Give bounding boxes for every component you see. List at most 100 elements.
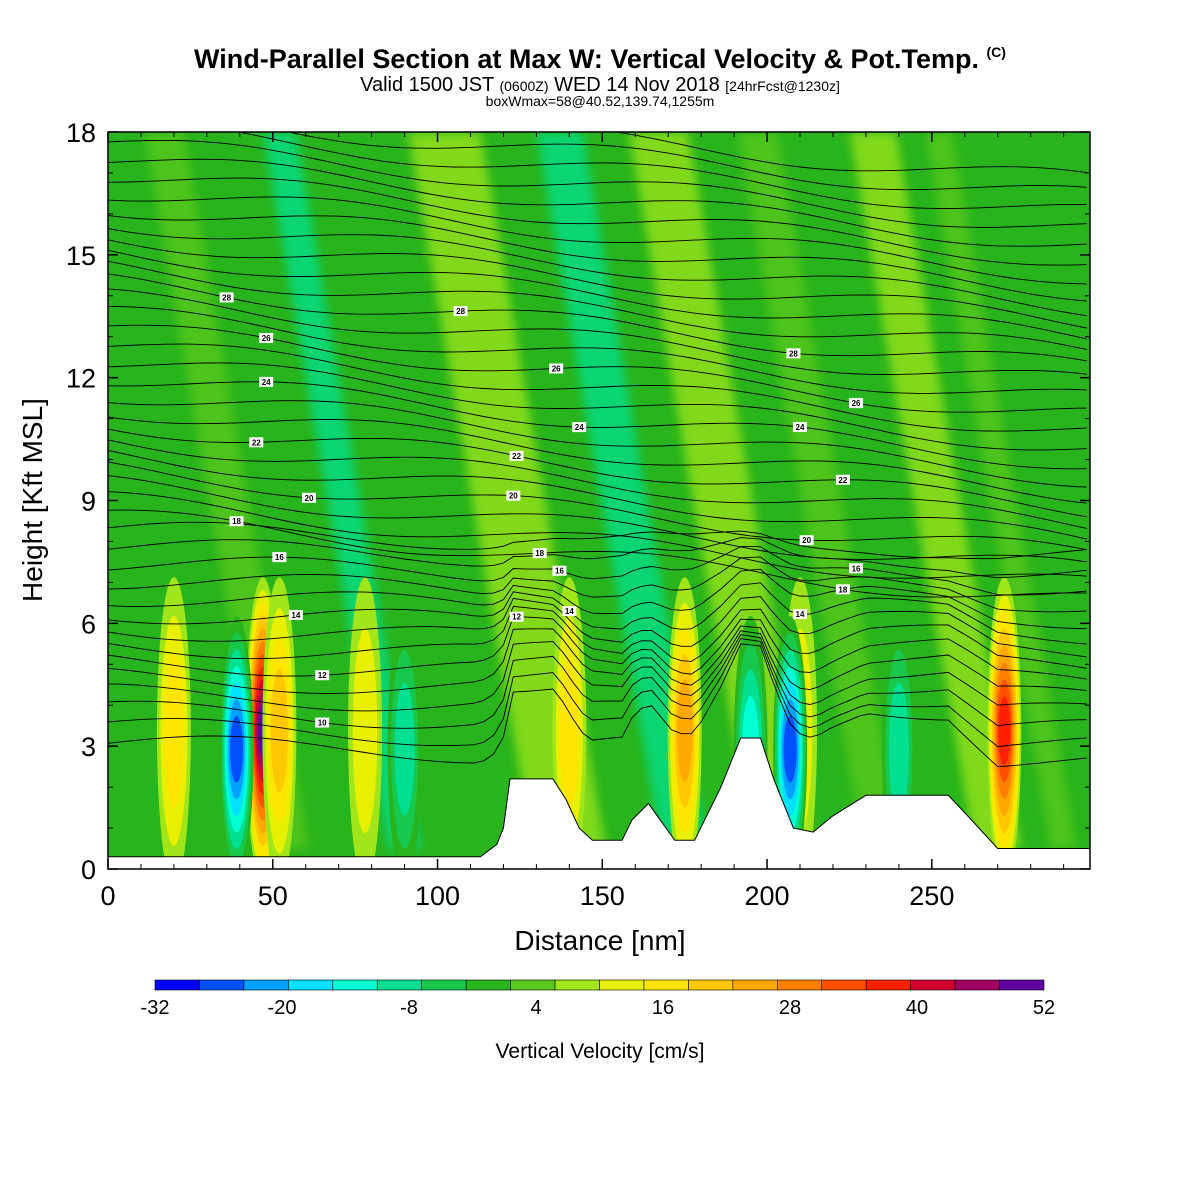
contour-label: 26 — [549, 363, 564, 374]
colorbar-tick-label: 16 — [652, 997, 674, 1019]
theta-contour-line — [108, 416, 1087, 504]
contour-label: 16 — [272, 552, 287, 563]
field-band — [536, 132, 708, 849]
theta-contour-line — [108, 461, 1087, 551]
contour-label: 28 — [786, 348, 801, 359]
y-tick-label: 9 — [81, 487, 96, 517]
field-band — [925, 132, 1077, 849]
theta-contour-line — [108, 288, 1087, 375]
contour-label: 24 — [259, 376, 274, 387]
theta-contour-line — [108, 362, 1087, 451]
contour-label: 28 — [219, 292, 234, 303]
contour-label: 22 — [835, 474, 850, 485]
contour-label-text: 28 — [222, 293, 231, 302]
contour-label-text: 12 — [512, 613, 521, 622]
theta-contour-line — [108, 449, 1087, 540]
theta-contour-line — [108, 638, 1087, 748]
x-tick-label: 250 — [909, 881, 954, 911]
contour-label: 28 — [453, 306, 468, 317]
updraft-column — [998, 696, 1011, 765]
contour-label-text: 14 — [291, 611, 300, 620]
downdraft-column — [888, 682, 909, 816]
theta-contour-line — [108, 139, 1087, 228]
x-tick-label: 50 — [258, 881, 288, 911]
theta-contour-line — [108, 582, 1087, 645]
x-tick-label: 0 — [100, 881, 115, 911]
contour-label-text: 16 — [555, 567, 564, 576]
theta-contour-line — [108, 634, 1087, 729]
theta-contour-line — [108, 158, 1087, 247]
contour-label: 12 — [315, 670, 330, 681]
theta-contour-line — [286, 132, 1087, 191]
theta-contour-line — [108, 491, 1087, 579]
colorbar-title: Vertical Velocity [cm/s] — [496, 1040, 705, 1063]
theta-contours — [108, 132, 1087, 768]
y-tick-label: 6 — [81, 609, 96, 639]
downdraft-column — [783, 715, 797, 783]
contour-label-text: 16 — [275, 553, 284, 562]
contour-label-text: 26 — [852, 399, 861, 408]
contour-label-text: 24 — [796, 423, 805, 432]
field-band — [737, 132, 903, 849]
colorbar-swatch — [199, 979, 245, 991]
colorbar-tick-label: 4 — [530, 997, 541, 1019]
downdraft-column — [394, 682, 415, 816]
colorbar-swatch — [421, 979, 467, 991]
contour-label-text: 14 — [565, 607, 574, 616]
colorbar-swatch — [865, 979, 911, 991]
title-main: Wind-Parallel Section at Max W: Vertical… — [194, 44, 979, 74]
valid-utc: (0600Z) — [499, 78, 549, 94]
theta-contour-line — [108, 625, 1087, 694]
contour-label: 20 — [506, 490, 521, 501]
theta-contour-line — [108, 596, 1087, 658]
theta-contour-line — [108, 260, 1087, 350]
theta-contour-line — [108, 556, 1087, 613]
colorbar-swatch — [154, 979, 200, 991]
colorbar-swatch — [510, 979, 556, 991]
contour-label-text: 24 — [262, 378, 271, 387]
y-tick-label: 0 — [81, 855, 96, 885]
theta-contour-line — [108, 643, 1087, 768]
theta-contour-line — [108, 537, 1087, 579]
contour-label-text: 26 — [262, 334, 271, 343]
theta-contour-line — [108, 616, 1087, 680]
contour-label-text: 18 — [232, 517, 241, 526]
contour-label-text: 20 — [305, 494, 314, 503]
updraft-column — [270, 669, 288, 793]
contour-label: 16 — [552, 565, 567, 576]
contour-label: 22 — [509, 450, 524, 461]
contour-label: 26 — [849, 398, 864, 409]
theta-contour-line — [613, 132, 1087, 174]
contour-label: 20 — [302, 492, 317, 503]
contour-label: 18 — [532, 548, 547, 559]
theta-contour-line — [108, 215, 1087, 302]
x-axis-title: Distance [nm] — [514, 925, 685, 956]
contour-label: 24 — [572, 422, 587, 433]
y-tick-label: 15 — [66, 241, 96, 271]
theta-contour-line — [108, 428, 1087, 518]
y-axis-title: Height [Kft MSL] — [17, 398, 48, 602]
theta-contour-line — [108, 249, 1087, 340]
colorbar-swatch — [376, 979, 423, 991]
valid-time-line: Valid 1500 JST (0600Z) WED 14 Nov 2018 [… — [0, 74, 1200, 97]
valid-time: Valid 1500 JST — [360, 74, 494, 96]
colorbar: -32 -20 -8 4 16 28 40 52 — [141, 979, 1055, 1019]
contour-label-text: 20 — [509, 492, 518, 501]
downdraft-column — [230, 715, 244, 783]
chart-title: Wind-Parallel Section at Max W: Vertical… — [0, 44, 1200, 75]
colorbar-tick-label: -8 — [400, 997, 418, 1019]
colorbar-swatch — [910, 979, 956, 991]
contour-label-text: 22 — [252, 438, 261, 447]
theta-contour-line — [108, 177, 1087, 266]
theta-contour-line — [108, 196, 1087, 285]
contour-label-text: 28 — [789, 349, 798, 358]
contour-label: 12 — [509, 611, 524, 622]
colorbar-swatch — [288, 979, 334, 991]
contour-label: 20 — [799, 535, 814, 546]
colorbar-swatch — [999, 979, 1045, 991]
colorbar-swatch — [554, 979, 600, 991]
y-tick-label: 12 — [66, 364, 96, 394]
theta-contour-line — [108, 605, 1087, 669]
field-band — [849, 132, 1021, 849]
